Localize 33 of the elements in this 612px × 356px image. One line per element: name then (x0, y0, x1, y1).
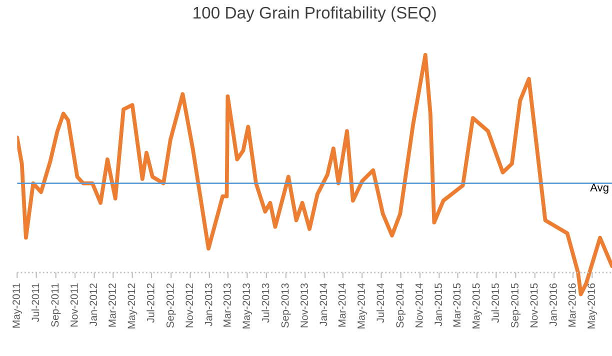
x-tick-label: Jan-2013 (204, 283, 212, 326)
x-tick-label: Mar-2013 (223, 283, 231, 327)
x-tick-label: May-2016 (588, 283, 598, 328)
x-tick-label: May-2012 (128, 283, 138, 328)
x-tick-label: Sep-2014 (396, 283, 406, 328)
x-tick-label: Nov-2011 (70, 283, 78, 326)
x-tick-label: Mar-2012 (108, 283, 116, 327)
x-tick-label: Jul-2015 (491, 283, 499, 323)
x-tick-label: Sep-2015 (511, 283, 521, 328)
x-tick-label: Nov-2014 (415, 283, 423, 328)
x-tick-label: Mar-2014 (338, 283, 346, 327)
chart-title: 100 Day Grain Profitability (SEQ) (194, 6, 436, 22)
x-tick-label: Nov-2015 (530, 283, 538, 328)
x-tick-label: Sep-2013 (281, 283, 291, 328)
x-tick-label: Jan-2014 (320, 283, 328, 326)
x-tick-label: May-2011 (12, 283, 22, 328)
x-tick-label: Nov-2012 (186, 283, 194, 328)
x-tick-label: Mar-2015 (453, 283, 461, 327)
x-tick-label: Jul-2011 (31, 283, 40, 322)
x-tick-label: Jan-2015 (434, 283, 442, 326)
x-tick-label: Jan-2016 (550, 283, 557, 326)
x-tick-label: May-2015 (472, 283, 482, 328)
x-tick-label: Mar-2016 (568, 283, 576, 327)
x-tick-label: Nov-2013 (300, 283, 308, 328)
ref-line-label: Avg (590, 184, 608, 194)
x-tick-label: Jul-2014 (376, 283, 384, 323)
x-tick-label: May-2013 (242, 283, 252, 328)
x-tick-label: Sep-2011 (51, 283, 61, 327)
x-tick-label: Jul-2013 (262, 283, 270, 323)
x-tick-label: Sep-2012 (166, 283, 176, 328)
x-tick-label: May-2014 (358, 283, 367, 328)
x-tick-label: Jul-2012 (146, 283, 154, 323)
x-tick-label: Jan-2012 (90, 283, 98, 326)
